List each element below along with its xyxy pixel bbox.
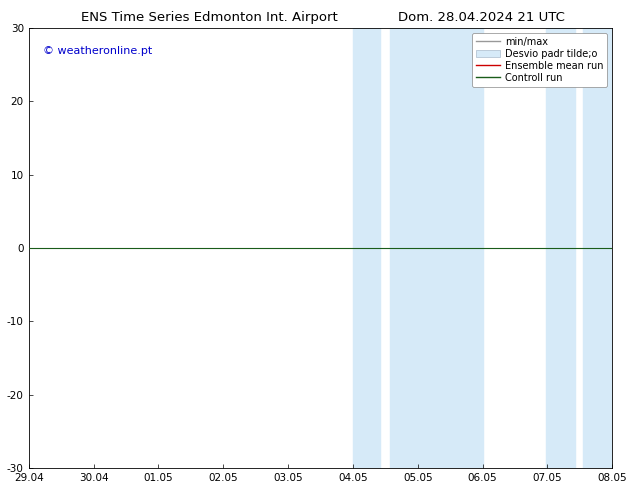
Bar <box>353 28 380 468</box>
Bar <box>391 28 482 468</box>
Legend: min/max, Desvio padr tilde;o, Ensemble mean run, Controll run: min/max, Desvio padr tilde;o, Ensemble m… <box>472 33 607 87</box>
Text: Dom. 28.04.2024 21 UTC: Dom. 28.04.2024 21 UTC <box>398 11 566 24</box>
Bar <box>583 28 612 468</box>
Text: ENS Time Series Edmonton Int. Airport: ENS Time Series Edmonton Int. Airport <box>81 11 337 24</box>
Bar <box>546 28 574 468</box>
Text: © weatheronline.pt: © weatheronline.pt <box>43 46 153 56</box>
